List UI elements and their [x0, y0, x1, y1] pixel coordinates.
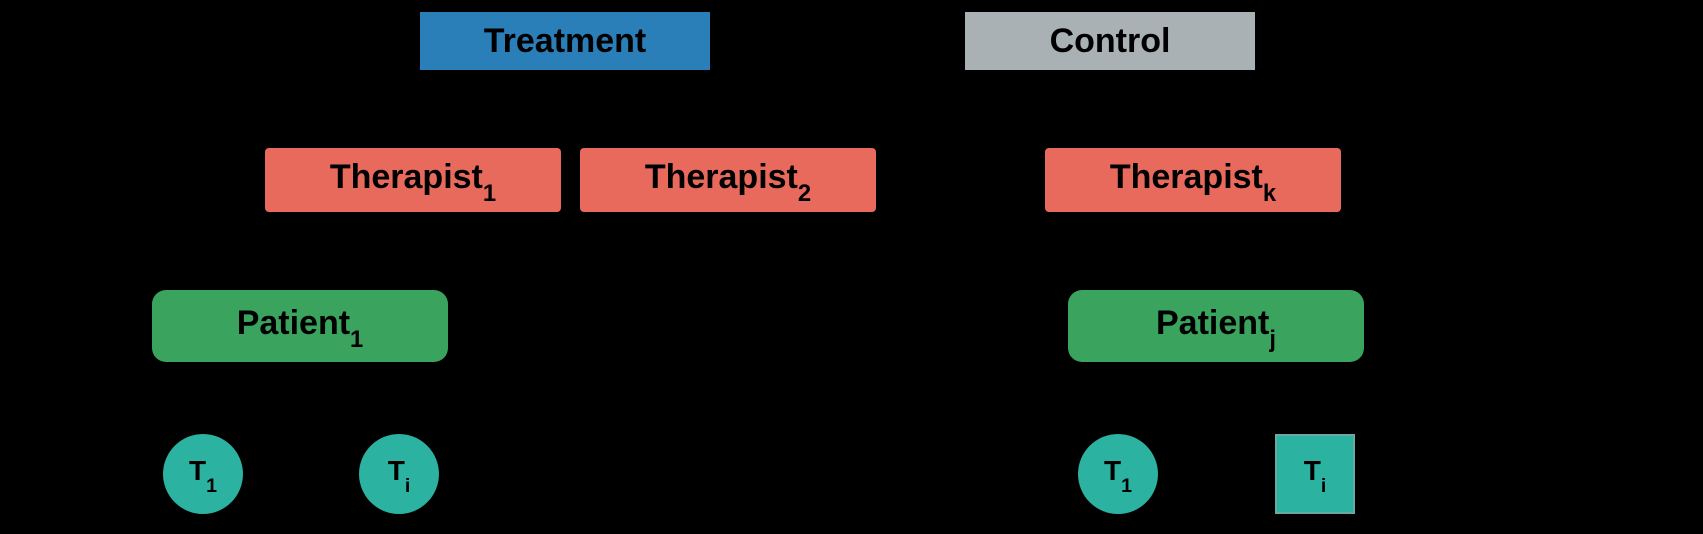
therapist-1-box: Therapist1: [265, 148, 561, 212]
treatment-label: Treatment: [484, 22, 647, 61]
patient-1-box: Patient1: [152, 290, 448, 362]
control-box: Control: [965, 12, 1255, 70]
timepoint-t1-right: T1: [1078, 434, 1158, 514]
patient-j-label: Patientj: [1156, 304, 1276, 349]
timepoint-t1-right-label: T1: [1104, 455, 1132, 493]
timepoint-t1-left-label: T1: [189, 455, 217, 493]
therapist-k-label: Therapistk: [1110, 158, 1276, 203]
timepoint-t1-left: T1: [163, 434, 243, 514]
therapist-1-label: Therapist1: [330, 158, 496, 203]
therapist-2-label: Therapist2: [645, 158, 811, 203]
patient-1-label: Patient1: [237, 304, 364, 349]
timepoint-ti-left: Ti: [359, 434, 439, 514]
timepoint-ti-right-label: Ti: [1304, 455, 1327, 493]
timepoint-ti-right: Ti: [1275, 434, 1355, 514]
control-label: Control: [1050, 22, 1171, 61]
patient-j-box: Patientj: [1068, 290, 1364, 362]
timepoint-ti-left-label: Ti: [388, 455, 411, 493]
therapist-2-box: Therapist2: [580, 148, 876, 212]
treatment-box: Treatment: [420, 12, 710, 70]
therapist-k-box: Therapistk: [1045, 148, 1341, 212]
